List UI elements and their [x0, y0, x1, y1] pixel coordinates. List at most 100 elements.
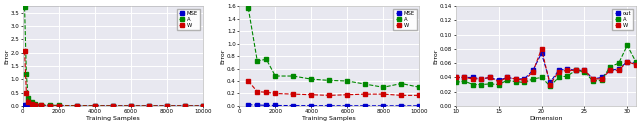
W [109, 105, 116, 107]
MSE [181, 105, 189, 107]
W [271, 93, 279, 94]
W [253, 91, 261, 92]
out [529, 70, 537, 71]
W [606, 70, 614, 71]
Line: W: W [454, 47, 637, 86]
A [145, 105, 153, 107]
A [181, 105, 189, 107]
A [326, 80, 333, 81]
W [598, 78, 605, 80]
W [307, 94, 315, 96]
out [538, 52, 545, 54]
Line: W: W [246, 79, 421, 97]
out [615, 68, 623, 70]
A [486, 83, 494, 85]
A [55, 105, 63, 106]
W [469, 78, 477, 80]
W [397, 95, 405, 96]
Line: MSE: MSE [23, 103, 205, 108]
Line: A: A [454, 44, 637, 88]
W [512, 78, 520, 80]
W [20, 51, 28, 52]
out [469, 77, 477, 78]
W [22, 92, 30, 93]
A [452, 82, 460, 83]
A [28, 101, 36, 103]
W [37, 105, 45, 106]
A [20, 7, 28, 8]
out [572, 70, 580, 71]
A [127, 105, 134, 107]
Legend: MSE, A, W: MSE, A, W [394, 9, 417, 30]
out [504, 77, 511, 78]
W [73, 105, 81, 107]
MSE [28, 105, 36, 106]
MSE [362, 105, 369, 106]
W [538, 48, 545, 50]
out [477, 78, 485, 80]
A [91, 105, 99, 107]
A [244, 7, 252, 9]
A [555, 77, 563, 78]
W [580, 70, 588, 71]
MSE [91, 105, 99, 107]
MSE [253, 104, 261, 106]
A [37, 104, 45, 105]
A [73, 105, 81, 106]
A [397, 83, 405, 84]
A [520, 82, 528, 83]
W [529, 71, 537, 72]
W [632, 64, 639, 65]
A [477, 84, 485, 85]
out [461, 77, 468, 78]
out [555, 70, 563, 71]
A [415, 86, 423, 88]
MSE [380, 105, 387, 106]
W [452, 77, 460, 78]
W [127, 105, 134, 107]
A [572, 70, 580, 71]
MSE [199, 105, 207, 107]
W [91, 105, 99, 107]
A [362, 83, 369, 85]
W [262, 92, 270, 93]
A [495, 84, 502, 85]
Line: out: out [454, 52, 637, 84]
A [289, 75, 297, 77]
X-axis label: Training Samples: Training Samples [86, 116, 140, 121]
W [181, 105, 189, 107]
A [589, 80, 596, 82]
A [262, 58, 270, 60]
MSE [271, 105, 279, 106]
W [572, 70, 580, 71]
MSE [55, 105, 63, 107]
W [31, 104, 39, 106]
MSE [289, 105, 297, 106]
out [486, 77, 494, 78]
W [504, 77, 511, 78]
out [606, 70, 614, 71]
out [452, 77, 460, 78]
W [615, 70, 623, 71]
A [547, 85, 554, 87]
Line: A: A [23, 6, 205, 108]
W [145, 105, 153, 107]
W [477, 78, 485, 80]
A [22, 73, 30, 75]
MSE [344, 105, 351, 106]
A [504, 80, 511, 81]
W [199, 105, 207, 107]
W [555, 71, 563, 72]
W [46, 105, 54, 106]
X-axis label: Training Samples: Training Samples [303, 116, 356, 121]
A [461, 80, 468, 82]
A [606, 66, 614, 68]
A [632, 61, 639, 62]
A [380, 86, 387, 88]
A [307, 78, 315, 80]
MSE [31, 105, 39, 106]
MSE [22, 104, 30, 106]
W [461, 77, 468, 78]
out [495, 80, 502, 81]
out [598, 77, 605, 78]
